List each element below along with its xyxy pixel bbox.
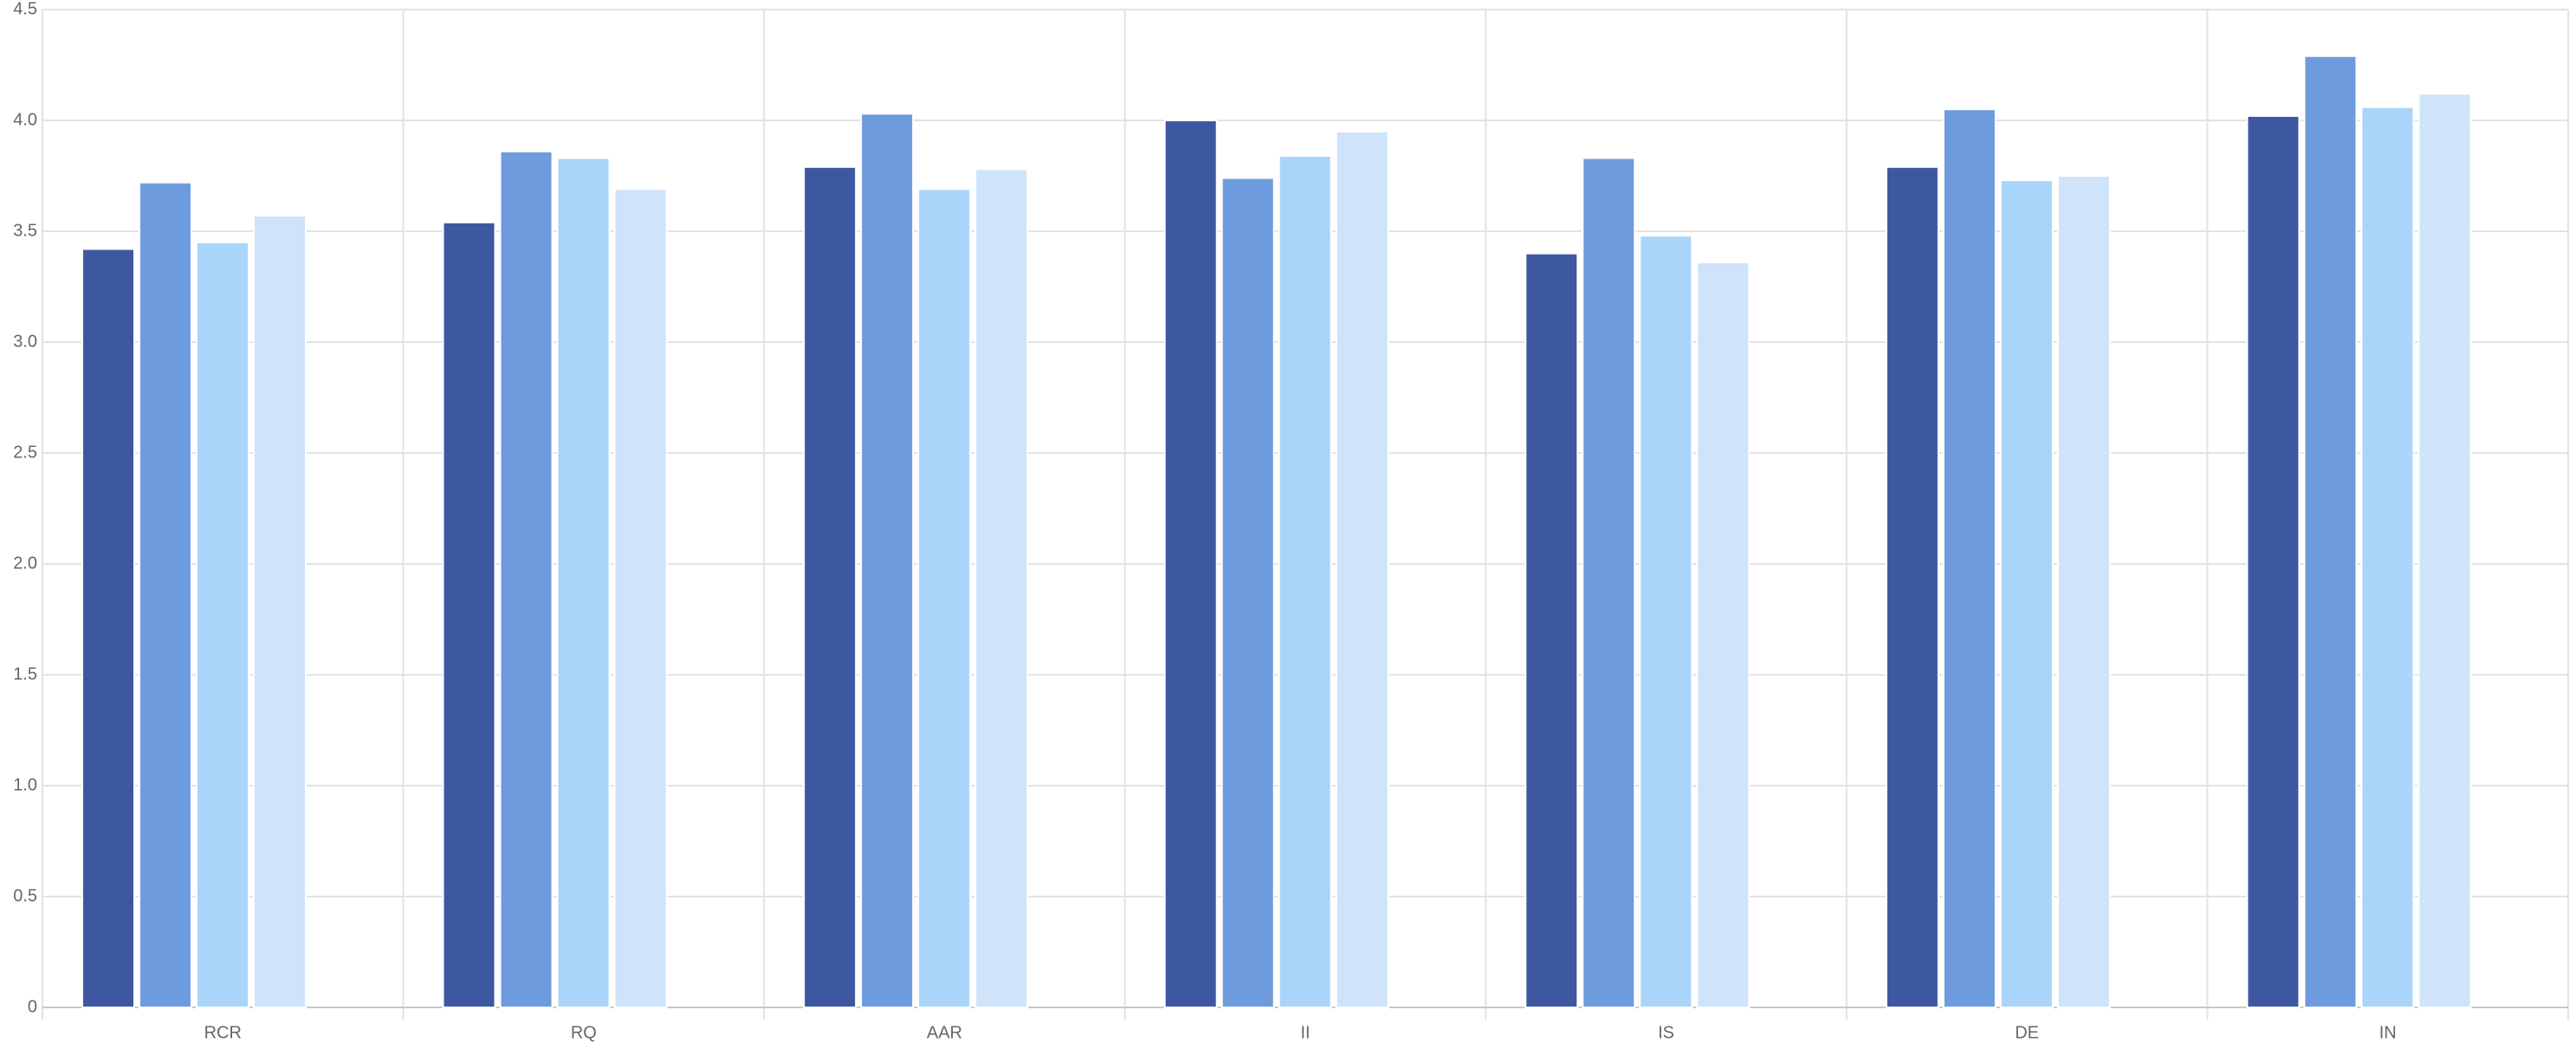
x-tick-label: AAR (927, 1023, 962, 1042)
bar (196, 241, 249, 1008)
bar (1942, 108, 1997, 1009)
y-tick-label: 0 (28, 997, 37, 1016)
bar (1999, 179, 2054, 1008)
bar (613, 188, 668, 1009)
bar (442, 221, 496, 1008)
x-tick-label: IN (2379, 1023, 2397, 1042)
bar (253, 215, 307, 1008)
bar (1524, 252, 1579, 1009)
bar (2360, 106, 2415, 1008)
bar (974, 168, 1029, 1008)
bar (803, 165, 858, 1008)
bar (860, 113, 915, 1009)
x-tick-label: DE (2015, 1023, 2039, 1042)
x-tick-label: RCR (204, 1023, 242, 1042)
bar (1278, 154, 1332, 1008)
x-tick-label: IS (1658, 1023, 1674, 1042)
bar (2417, 93, 2472, 1008)
bar (1885, 165, 1939, 1008)
y-tick-label: 1.0 (13, 775, 37, 794)
bar (139, 181, 192, 1008)
bar (556, 157, 611, 1008)
y-tick-label: 2.5 (13, 443, 37, 462)
bar (2056, 175, 2111, 1008)
bar (1639, 235, 1693, 1008)
y-tick-label: 0.5 (13, 886, 37, 905)
bar (1696, 261, 1751, 1008)
bar (1582, 157, 1636, 1008)
bar (1335, 130, 1389, 1009)
y-tick-label: 2.0 (13, 554, 37, 573)
x-tick-label: II (1300, 1023, 1310, 1042)
bar (81, 248, 135, 1009)
bar (1163, 120, 1218, 1008)
bar (499, 150, 553, 1008)
x-tick-label: RQ (571, 1023, 597, 1042)
bar (2246, 114, 2301, 1008)
y-tick-label: 3.0 (13, 332, 37, 351)
y-tick-label: 4.0 (13, 110, 37, 129)
y-tick-label: 1.5 (13, 664, 37, 683)
bar (2303, 55, 2358, 1008)
y-tick-label: 3.5 (13, 221, 37, 240)
bar (917, 188, 972, 1009)
y-tick-label: 4.5 (13, 0, 37, 18)
bar (1220, 177, 1275, 1008)
